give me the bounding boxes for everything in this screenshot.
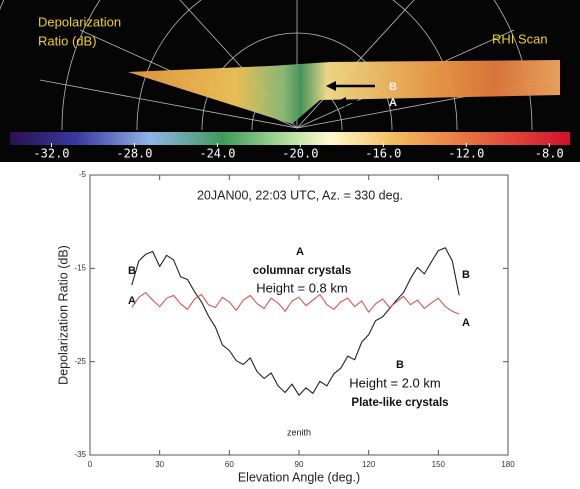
annotation: Height = 0.8 km xyxy=(256,280,347,295)
y-tick-label: -25 xyxy=(74,357,86,366)
x-tick-label: 90 xyxy=(295,460,304,469)
annotation: columnar crystals xyxy=(253,265,351,277)
chart-title: 20JAN00, 22:03 UTC, Az. = 330 deg. xyxy=(197,188,403,202)
line-end-label: A xyxy=(462,317,470,329)
data-line xyxy=(132,293,459,315)
annotation: Plate-like crystals xyxy=(351,397,448,409)
radar-title: Ratio (dB) xyxy=(38,33,97,48)
annotation: B xyxy=(396,359,404,371)
scan-label: RHI Scan xyxy=(492,31,548,46)
radar-title: Depolarization xyxy=(38,14,121,29)
colorbar-tick-label: -12.0 xyxy=(448,147,484,161)
figure: B A Depolarization Ratio (dB) RHI Scan 2… xyxy=(0,0,580,489)
colorbar-tick-label: -16.0 xyxy=(365,147,401,161)
plot-frame xyxy=(90,175,508,455)
colorbar-tick-label: -24.0 xyxy=(199,147,235,161)
arrow-label: B xyxy=(389,81,397,93)
colorbar-tick-label: -28.0 xyxy=(116,147,152,161)
x-tick-label: 150 xyxy=(432,460,446,469)
x-tick-label: 120 xyxy=(362,460,376,469)
colorbar xyxy=(10,132,570,145)
x-tick-label: 0 xyxy=(88,460,93,469)
y-tick-label: -15 xyxy=(74,263,86,272)
y-tick-label: -35 xyxy=(74,450,86,459)
y-tick-label: -5 xyxy=(79,170,87,179)
x-tick-label: 180 xyxy=(501,460,515,469)
annotation: zenith xyxy=(287,427,311,437)
colorbar-tick-label: -8.0 xyxy=(535,147,564,161)
x-axis-label: Elevation Angle (deg.) xyxy=(238,470,360,484)
y-axis-label: Depolarization Ratio (dB) xyxy=(56,245,70,385)
x-tick-label: 30 xyxy=(155,460,164,469)
annotation: A xyxy=(296,246,304,258)
line-end-label: A xyxy=(128,295,136,307)
arrow-label: A xyxy=(389,97,397,109)
line-end-label: B xyxy=(462,269,470,281)
page: B A Depolarization Ratio (dB) RHI Scan 2… xyxy=(0,0,580,489)
colorbar-tick-label: -20.0 xyxy=(282,147,318,161)
annotation: Height = 2.0 km xyxy=(349,375,440,390)
x-tick-label: 60 xyxy=(225,460,234,469)
colorbar-tick-label: -32.0 xyxy=(33,147,69,161)
